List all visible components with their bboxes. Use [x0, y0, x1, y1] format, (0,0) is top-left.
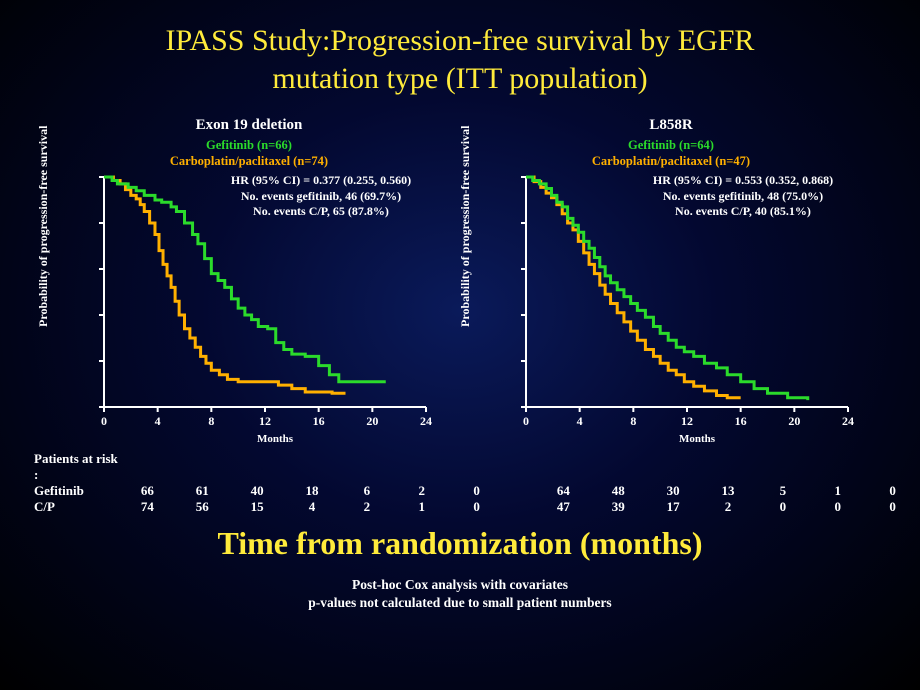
risk-cell: 1 [810, 483, 865, 499]
footnote-line1: Post-hoc Cox analysis with covariates [352, 577, 568, 592]
title-line1: IPASS Study:Progression-free survival by… [166, 24, 755, 57]
ylabel-left: Probability of progression-free survival [36, 126, 51, 327]
footnote: Post-hoc Cox analysis with covariates p-… [0, 576, 920, 611]
legend-cp-right: Carboplatin/paclitaxel (n=47) [592, 154, 750, 168]
risk-cell: 0 [865, 483, 920, 499]
title-line2: mutation type (ITT population) [272, 62, 647, 95]
svg-text:24: 24 [842, 414, 854, 428]
risk-header: Patients at risk : [30, 451, 120, 483]
bottom-axis-title: Time from randomization (months) [0, 525, 920, 562]
svg-text:8: 8 [208, 414, 214, 428]
xlabel-left: Months [96, 433, 454, 445]
panel-l858r: L858R Gefitinib (n=64) Carboplatin/pacli… [466, 117, 876, 445]
risk-cell: 2 [394, 483, 449, 499]
panel-title-right: L858R [466, 117, 876, 134]
svg-text:0: 0 [101, 414, 107, 428]
risk-gef-label: Gefitinib [30, 483, 120, 499]
svg-text:4: 4 [577, 414, 583, 428]
risk-cell: 61 [175, 483, 230, 499]
risk-cell: 4 [285, 499, 340, 515]
panel-exon19: Exon 19 deletion Gefitinib (n=66) Carbop… [44, 117, 454, 445]
svg-text:12: 12 [681, 414, 693, 428]
stats-right: HR (95% CI) = 0.553 (0.352, 0.868) No. e… [628, 173, 858, 220]
footnote-line2: p-values not calculated due to small pat… [308, 595, 611, 610]
risk-cell: 30 [646, 483, 701, 499]
svg-text:8: 8 [630, 414, 636, 428]
charts-row: Exon 19 deletion Gefitinib (n=66) Carbop… [0, 117, 920, 445]
risk-cell: 48 [591, 483, 646, 499]
hr-right: HR (95% CI) = 0.553 (0.352, 0.868) [653, 173, 833, 187]
risk-cell: 18 [285, 483, 340, 499]
evcp-right: No. events C/P, 40 (85.1%) [675, 204, 811, 218]
risk-cell: 2 [339, 499, 394, 515]
legend-left: Gefitinib (n=66) Carboplatin/paclitaxel … [44, 138, 454, 169]
ylabel-right: Probability of progression-free survival [458, 126, 473, 327]
plot-left: 0.00.20.40.60.81.004812162024 HR (95% CI… [96, 171, 434, 431]
risk-cell: 0 [449, 499, 504, 515]
risk-cell: 0 [810, 499, 865, 515]
risk-cell: 66 [120, 483, 175, 499]
svg-text:0: 0 [523, 414, 529, 428]
svg-text:12: 12 [259, 414, 271, 428]
evcp-left: No. events C/P, 65 (87.8%) [253, 204, 389, 218]
risk-cell: 15 [230, 499, 285, 515]
risk-cell: 56 [175, 499, 230, 515]
legend-gef-right: Gefitinib (n=64) [628, 138, 714, 152]
svg-text:20: 20 [788, 414, 800, 428]
panel-title-left: Exon 19 deletion [44, 117, 454, 134]
risk-cell: 2 [701, 499, 756, 515]
risk-cell: 1 [394, 499, 449, 515]
svg-text:4: 4 [155, 414, 161, 428]
risk-cell: 0 [865, 499, 920, 515]
svg-text:24: 24 [420, 414, 432, 428]
risk-table: Patients at risk :Gefitinib6661401862064… [30, 451, 920, 515]
evgef-right: No. events gefitinib, 48 (75.0%) [663, 189, 823, 203]
risk-cell: 6 [339, 483, 394, 499]
legend-right: Gefitinib (n=64) Carboplatin/paclitaxel … [466, 138, 876, 169]
risk-cell: 74 [120, 499, 175, 515]
risk-cell: 17 [646, 499, 701, 515]
risk-cell: 13 [701, 483, 756, 499]
svg-text:16: 16 [735, 414, 747, 428]
risk-cell: 39 [591, 499, 646, 515]
legend-cp-left: Carboplatin/paclitaxel (n=74) [170, 154, 328, 168]
legend-gef-left: Gefitinib (n=66) [206, 138, 292, 152]
xlabel-right: Months [518, 433, 876, 445]
risk-cell: 0 [755, 499, 810, 515]
slide-title: IPASS Study:Progression-free survival by… [0, 0, 920, 97]
svg-text:20: 20 [366, 414, 378, 428]
svg-text:16: 16 [313, 414, 325, 428]
evgef-left: No. events gefitinib, 46 (69.7%) [241, 189, 401, 203]
hr-left: HR (95% CI) = 0.377 (0.255, 0.560) [231, 173, 411, 187]
risk-cp-label: C/P [30, 499, 120, 515]
risk-cell: 40 [230, 483, 285, 499]
risk-cell: 47 [536, 499, 591, 515]
risk-cell: 64 [536, 483, 591, 499]
risk-cell: 5 [755, 483, 810, 499]
stats-left: HR (95% CI) = 0.377 (0.255, 0.560) No. e… [206, 173, 436, 220]
risk-cell: 0 [449, 483, 504, 499]
plot-right: 0.00.20.40.60.81.004812162024 HR (95% CI… [518, 171, 856, 431]
